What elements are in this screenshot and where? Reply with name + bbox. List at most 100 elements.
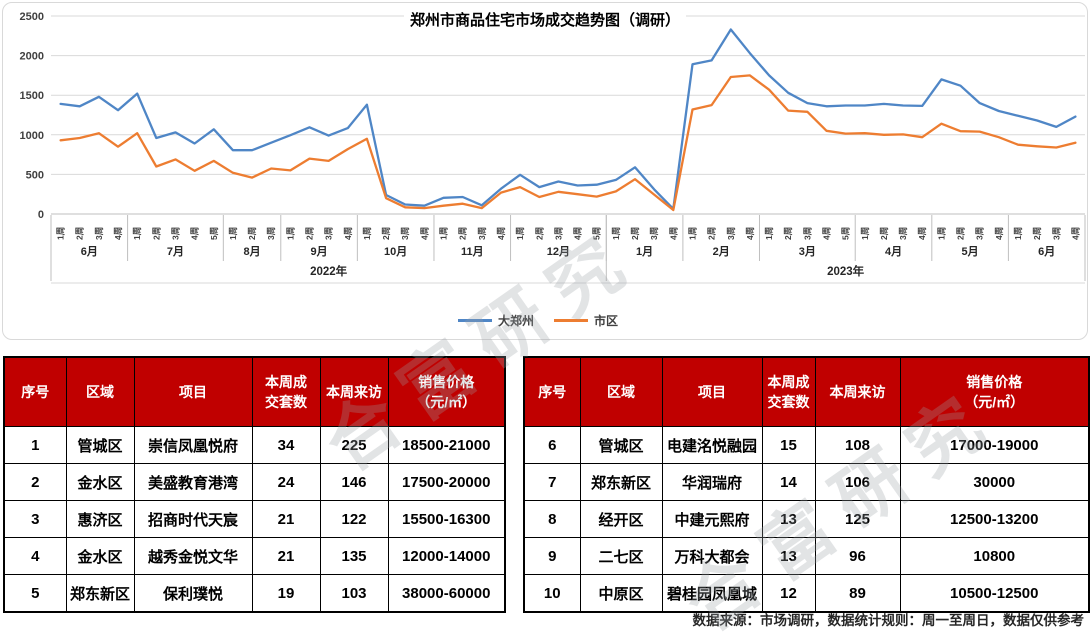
projects-table-6-10: 序号 区域 项目 本周成 交套数 本周来访 销售价格 （元/㎡） 6 管城区 电建洺悦融园 15 1…: [523, 356, 1090, 613]
week-tick-label: 2周: [151, 227, 161, 240]
month-label: 10月: [384, 245, 407, 258]
week-tick-label: 2周: [956, 227, 966, 240]
week-tick-label: 4周: [668, 227, 678, 240]
table-cell: 34: [251, 426, 321, 464]
year-labels: 2022年 2023年: [51, 215, 1086, 284]
table-cell: 125: [814, 500, 901, 538]
week-tick-label: 3周: [898, 227, 908, 240]
week-tick-label: 2周: [75, 227, 85, 240]
week-tick-label: 4周: [822, 227, 832, 240]
week-tick-label: 4周: [745, 227, 755, 240]
week-tick-label: 4周: [496, 227, 506, 240]
chart-title: 郑州市商品住宅市场成交趋势图（调研）: [3, 9, 1087, 30]
week-tick-label: 2周: [630, 227, 640, 240]
week-tick-label: 5周: [841, 227, 851, 240]
week-tick-label: 3周: [553, 227, 563, 240]
column-header: 项目: [133, 356, 253, 427]
table-cell: 碧桂园凤凰城: [661, 574, 763, 613]
table-cell: 21: [251, 500, 321, 538]
table-cell: 38000-60000: [387, 574, 506, 613]
table-row: 5 郑东新区 保利璞悦 19 103 38000-60000: [3, 574, 506, 613]
table-cell: 19: [251, 574, 321, 613]
week-tick-label: 2周: [783, 227, 793, 240]
y-tick-label: 1500: [20, 90, 44, 102]
week-tick-label: 1周: [687, 227, 697, 240]
week-tick-label: 4周: [113, 227, 123, 240]
column-header: 销售价格 （元/㎡）: [387, 356, 506, 427]
table-row: 3 惠济区 招商时代天宸 21 122 15500-16300: [3, 500, 506, 538]
month-label: 5月: [962, 245, 979, 258]
table-cell: 华润瑞府: [661, 463, 763, 501]
table-cell: 10: [523, 574, 581, 613]
column-header: 销售价格 （元/㎡）: [899, 356, 1090, 427]
column-header: 本周来访: [319, 356, 389, 427]
column-header: 区域: [65, 356, 135, 427]
table-cell: 108: [814, 426, 901, 464]
week-tick-label: 3周: [649, 227, 659, 240]
table-cell: 保利璞悦: [133, 574, 253, 613]
table-cell: 13: [761, 537, 816, 575]
week-tick-label: 3周: [975, 227, 985, 240]
month-labels: 6月 7月 8月 9月 10月 11月 12月 1月 2月 3月 4月 5月 6月: [50, 215, 1086, 281]
table-cell: 管城区: [65, 426, 135, 464]
table-cell: 中原区: [579, 574, 663, 613]
week-tick-label: 1周: [515, 227, 525, 240]
month-label: 6月: [1038, 245, 1055, 258]
month-label: 6月: [81, 245, 98, 258]
week-tick-label: 5周: [209, 227, 219, 240]
table-cell: 3: [3, 500, 67, 538]
table-cell: 21: [251, 537, 321, 575]
week-tick-label: 1周: [362, 227, 372, 240]
table-cell: 103: [319, 574, 389, 613]
table-cell: 2: [3, 463, 67, 501]
table-cell: 14: [761, 463, 816, 501]
table-row: 7 郑东新区 华润瑞府 14 106 30000: [523, 463, 1090, 501]
column-header: 序号: [3, 356, 67, 427]
week-tick-label: 3周: [324, 227, 334, 240]
week-tick-label: 1周: [285, 227, 295, 240]
week-tick-label: 1周: [1013, 227, 1023, 240]
table-cell: 12500-13200: [899, 500, 1090, 538]
table-row: 8 经开区 中建元熙府 13 125 12500-13200: [523, 500, 1090, 538]
column-header: 序号: [523, 356, 581, 427]
table-cell: 9: [523, 537, 581, 575]
table-cell: 10800: [899, 537, 1090, 575]
chart-legend: 大郑州 市区: [3, 312, 1087, 329]
week-tick-label: 4周: [994, 227, 1004, 240]
table-cell: 招商时代天宸: [133, 500, 253, 538]
table-row: 1 管城区 崇信凤凰悦府 34 225 18500-21000: [3, 426, 506, 464]
table-cell: 17000-19000: [899, 426, 1090, 464]
week-tick-label: 1周: [936, 227, 946, 240]
data-source-note: 数据来源：市场调研，数据统计规则：周一至周日，数据仅供参考: [692, 613, 1085, 628]
column-header: 本周成 交套数: [761, 356, 816, 427]
chart-title-text: 郑州市商品住宅市场成交趋势图（调研）: [403, 12, 686, 29]
table-cell: 96: [814, 537, 901, 575]
series-line-1: [59, 74, 1077, 212]
table-cell: 8: [523, 500, 581, 538]
column-header: 区域: [579, 356, 663, 427]
table-cell: 17500-20000: [387, 463, 506, 501]
week-tick-label: 4周: [917, 227, 927, 240]
month-label: 2月: [713, 245, 730, 258]
week-tick-label: 4周: [1070, 227, 1080, 240]
table-cell: 中建元熙府: [661, 500, 763, 538]
trend-chart-card: 0 500 1000 1500 2000 2500 1周 2周 3周 4周 1周 2周 3周 4周 5周 1周…: [2, 2, 1088, 340]
table-cell: 6: [523, 426, 581, 464]
week-tick-label: 3周: [802, 227, 812, 240]
y-tick-label: 2500: [20, 11, 44, 23]
week-tick-label: 2周: [381, 227, 391, 240]
table-cell: 金水区: [65, 463, 135, 501]
week-tick-label: 1周: [439, 227, 449, 240]
week-tick-label: 4周: [419, 227, 429, 240]
table-cell: 7: [523, 463, 581, 501]
week-tick-label: 3周: [400, 227, 410, 240]
table-cell: 惠济区: [65, 500, 135, 538]
week-tick-label: 3周: [170, 227, 180, 240]
table-row: 10 中原区 碧桂园凤凰城 12 89 10500-12500: [523, 574, 1090, 613]
table-cell: 15: [761, 426, 816, 464]
month-label: 7月: [167, 245, 184, 258]
table-cell: 4: [3, 537, 67, 575]
table-cell: 18500-21000: [387, 426, 506, 464]
